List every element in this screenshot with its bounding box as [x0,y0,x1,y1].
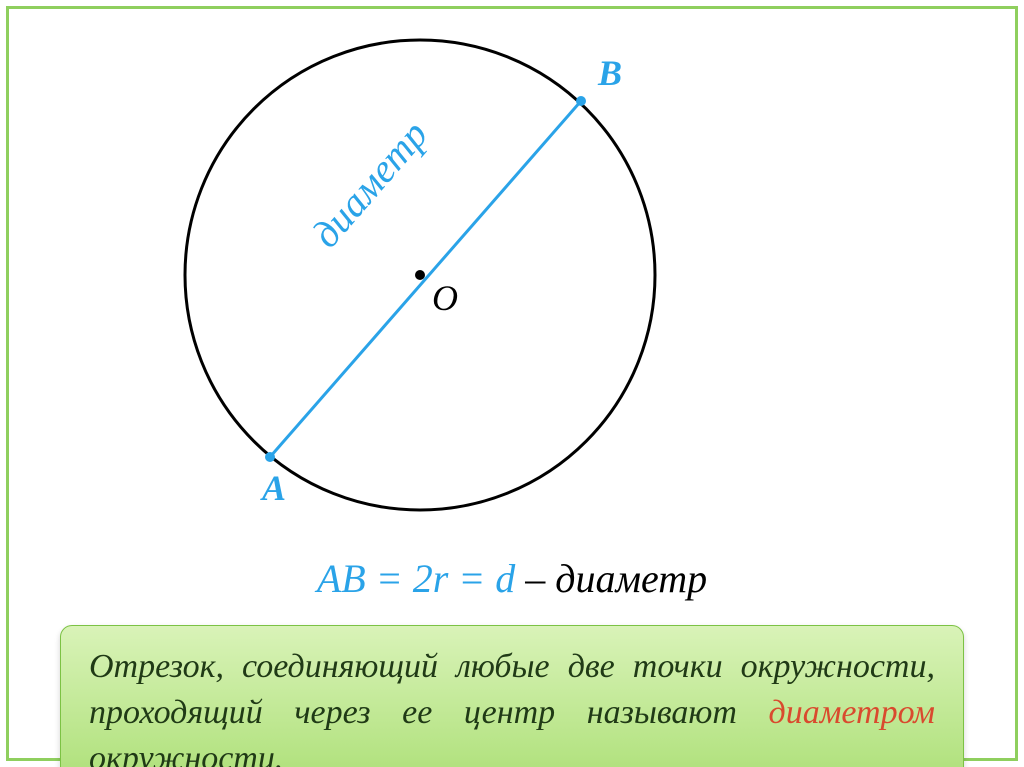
diameter-line [270,101,581,457]
formula-rhs: диаметр [555,556,707,601]
definition-highlight: диаметром [769,694,936,731]
geometry-diagram: А В О диаметр [0,0,1024,560]
definition-post: окружности. [89,740,283,767]
point-o [415,270,425,280]
point-a [265,452,275,462]
definition-box: Отрезок, соединяющий любые две точки окр… [60,625,964,767]
label-o: О [432,278,458,318]
label-a: А [260,468,286,508]
formula-line: АВ = 2r = d – диаметр [0,555,1024,602]
label-b: В [597,53,622,93]
point-b [576,96,586,106]
formula-lhs: АВ = 2r = d [317,556,515,601]
formula-dash: – [515,556,555,601]
diameter-word: диаметр [303,112,437,256]
